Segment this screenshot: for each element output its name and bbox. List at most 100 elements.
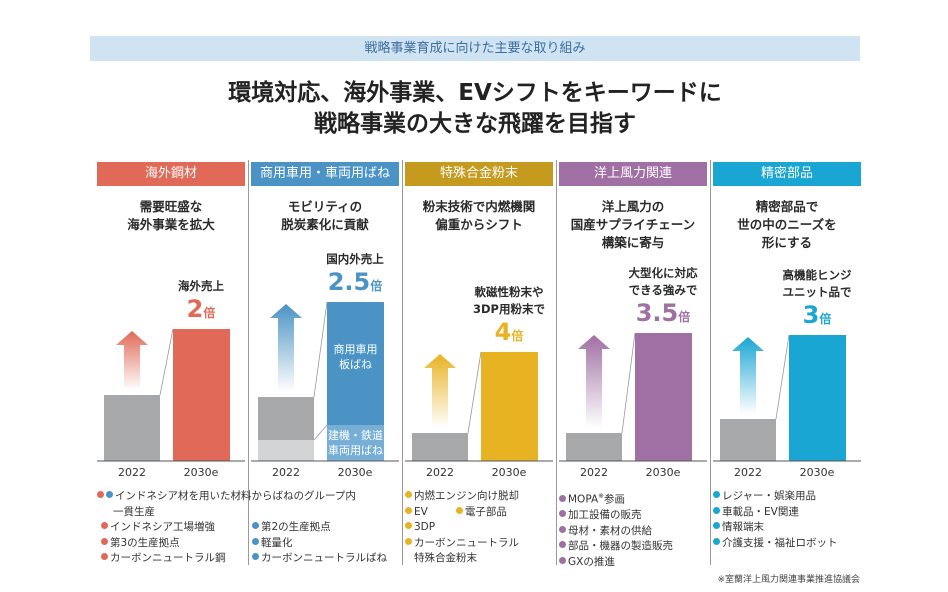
multiplier-value: 3.5 (635, 299, 679, 327)
bullet-item: EV 電子部品 (405, 505, 519, 521)
bullet-text-cont: 特殊合金粉末 (414, 552, 477, 564)
connector-line (313, 301, 328, 398)
bullet-item: 3DP (405, 520, 519, 536)
connector-line (775, 334, 790, 420)
bullet-dot-icon (559, 541, 566, 548)
year-label: 2030e (799, 466, 835, 479)
subtitle-line: 精密部品で (755, 199, 819, 214)
multiplier-unit: 倍 (511, 329, 524, 343)
multiplier-unit: 倍 (370, 279, 383, 293)
bullet-text: カーボンニュートラル鋼 (110, 552, 226, 564)
year-label: 2030e (645, 466, 681, 479)
bullet-item: 部品・機器の製造販売 (559, 539, 673, 555)
bullet-dot-icon (405, 537, 412, 545)
bullet-text: 内燃エンジン向け脱却 (414, 490, 519, 502)
bullet-dot-icon (559, 525, 566, 533)
bullet-text: 介護支援・福祉ロボット (722, 536, 838, 549)
multiplier-value: 4 (494, 318, 512, 346)
bullet-divider (248, 520, 249, 565)
bullet-text: 加工設備の販売 (568, 509, 642, 521)
bullet-item: レジャー・娯楽用品 (713, 489, 838, 505)
bullet-dot-icon (713, 537, 720, 545)
bullet-item: 情報端末 (713, 520, 838, 536)
bar-2030e-segment (327, 302, 384, 425)
bullet-dot-icon (559, 494, 566, 502)
growth-multiplier: 3.5倍 (613, 299, 713, 331)
growth-arrow-icon (270, 304, 302, 392)
bullet-list: レジャー・娯楽用品 車載品・EV関連 情報端末介護支援・福祉ロボット (713, 489, 838, 551)
bullet-entry: 内燃エンジン向け脱却 (405, 490, 519, 502)
panel-subtitle: 洋上風力の 国産サプライチェーン 構築に寄与 (559, 198, 707, 252)
bar-2022 (566, 433, 622, 461)
growth-label-line: できる強みで (628, 283, 698, 297)
bullet-item: 加工設備の販売 (559, 508, 673, 524)
bar-chart (559, 332, 707, 462)
growth-label-line: 軟磁性粉末や (474, 285, 544, 299)
growth-label-line: 国内外売上 (326, 252, 384, 266)
growth-label: 大型化に対応 できる強みで 3.5倍 (613, 265, 713, 331)
bullet-item: 介護支援・福祉ロボット (713, 536, 838, 552)
growth-arrow-icon (578, 335, 610, 428)
bar-chart (251, 301, 399, 462)
section-banner: 戦略事業育成に向けた主要な取り組み (90, 36, 860, 61)
connector-line (313, 424, 328, 441)
bullet-item: カーボンニュートラル (405, 536, 519, 552)
bullet-list: 第2の生産拠点 軽量化 カーボンニュートラルばね (252, 520, 387, 567)
bar-2022 (104, 395, 160, 461)
bullet-list: インドネシア工場増強 第3の生産拠点カーボンニュートラル鋼 (101, 520, 226, 567)
bar-chart (405, 351, 553, 462)
strategy-panel: 特殊合金粉末 粉末技術で内燃機関 偏重からシフト 2022 2030e 軟磁性粉末や 3DP… (405, 162, 553, 482)
bullet-dot-icon (559, 510, 566, 517)
bullet-item: インドネシア材を用いた材料からばねのグループ内 (97, 489, 356, 505)
bullet-text: 第3の生産拠点 (110, 536, 180, 549)
year-label: 2022 (118, 466, 146, 479)
connector-line (621, 332, 636, 434)
panel-divider (402, 160, 403, 565)
strategy-panel: 商用車用・車両用ばね モビリティの 脱炭素化に貢献 商用車用 板ばね 建機・鉄道 車両用ばね… (251, 162, 399, 482)
bullet-item: 軽量化 (252, 536, 387, 552)
multiplier-value: 2.5 (327, 268, 371, 296)
bullet-text: 情報端末 (722, 521, 764, 533)
bullet-entry: 3DP (405, 521, 435, 533)
bar-2022 (720, 419, 776, 461)
segment-label-line: 建機・鉄道 (328, 429, 383, 442)
growth-label: 海外売上 2倍 (151, 278, 251, 327)
segment-label: 建機・鉄道車両用ばね (327, 428, 384, 458)
bullet-item: MOPA※参画 (559, 489, 673, 508)
page-title: 環境対応、海外事業、EVシフトをキーワードに 戦略事業の大きな飛躍を目指す (90, 78, 860, 140)
bullet-item: カーボンニュートラル鋼 (101, 551, 226, 567)
bullet-dot-icon (97, 491, 104, 498)
bullet-text: レジャー・娯楽用品 (722, 490, 816, 502)
bullet-dot-icon (559, 556, 566, 564)
bullet-item: 第3の生産拠点 (101, 536, 226, 552)
bullet-text: 電子部品 (464, 505, 507, 518)
bullet-entry: 電子部品 (455, 505, 507, 518)
bullet-text: 軽量化 (261, 536, 293, 549)
bullet-list: MOPA※参画 加工設備の販売 母材・素材の供給 部品・機器の製造販売 GXの推進 (559, 489, 673, 570)
bullet-text: EV (414, 505, 428, 518)
multiplier-value: 3 (802, 301, 820, 329)
panel-divider (710, 160, 711, 565)
bullet-item: 内燃エンジン向け脱却 (405, 489, 519, 505)
title-line: 戦略事業の大きな飛躍を目指す (314, 111, 636, 137)
growth-label: 国内外売上 2.5倍 (305, 251, 405, 300)
bullet-item: カーボンニュートラルばね (252, 551, 387, 567)
bar-2030e (635, 333, 692, 461)
segment-label-line: 車両用ばね (328, 444, 383, 457)
bar-chart (97, 328, 245, 462)
bullet-dot-icon (252, 537, 259, 545)
growth-label-line: 高機能ヒンジ (782, 268, 852, 282)
subtitle-line: 構築に寄与 (601, 235, 665, 250)
bullet-text: カーボンニュートラル (414, 536, 519, 549)
segment-label-line: 板ばね (339, 358, 372, 371)
bar-2022 (412, 433, 468, 461)
bullet-text: 車載品・EV関連 (722, 505, 799, 518)
bullet-text: 3DP (414, 521, 436, 533)
bullet-item: インドネシア工場増強 (101, 520, 226, 536)
bullet-dot-icon (713, 522, 720, 529)
bar-2022-segment (258, 397, 314, 440)
year-label: 2030e (337, 466, 373, 479)
year-label: 2022 (272, 466, 300, 479)
growth-arrow-icon (732, 337, 764, 414)
